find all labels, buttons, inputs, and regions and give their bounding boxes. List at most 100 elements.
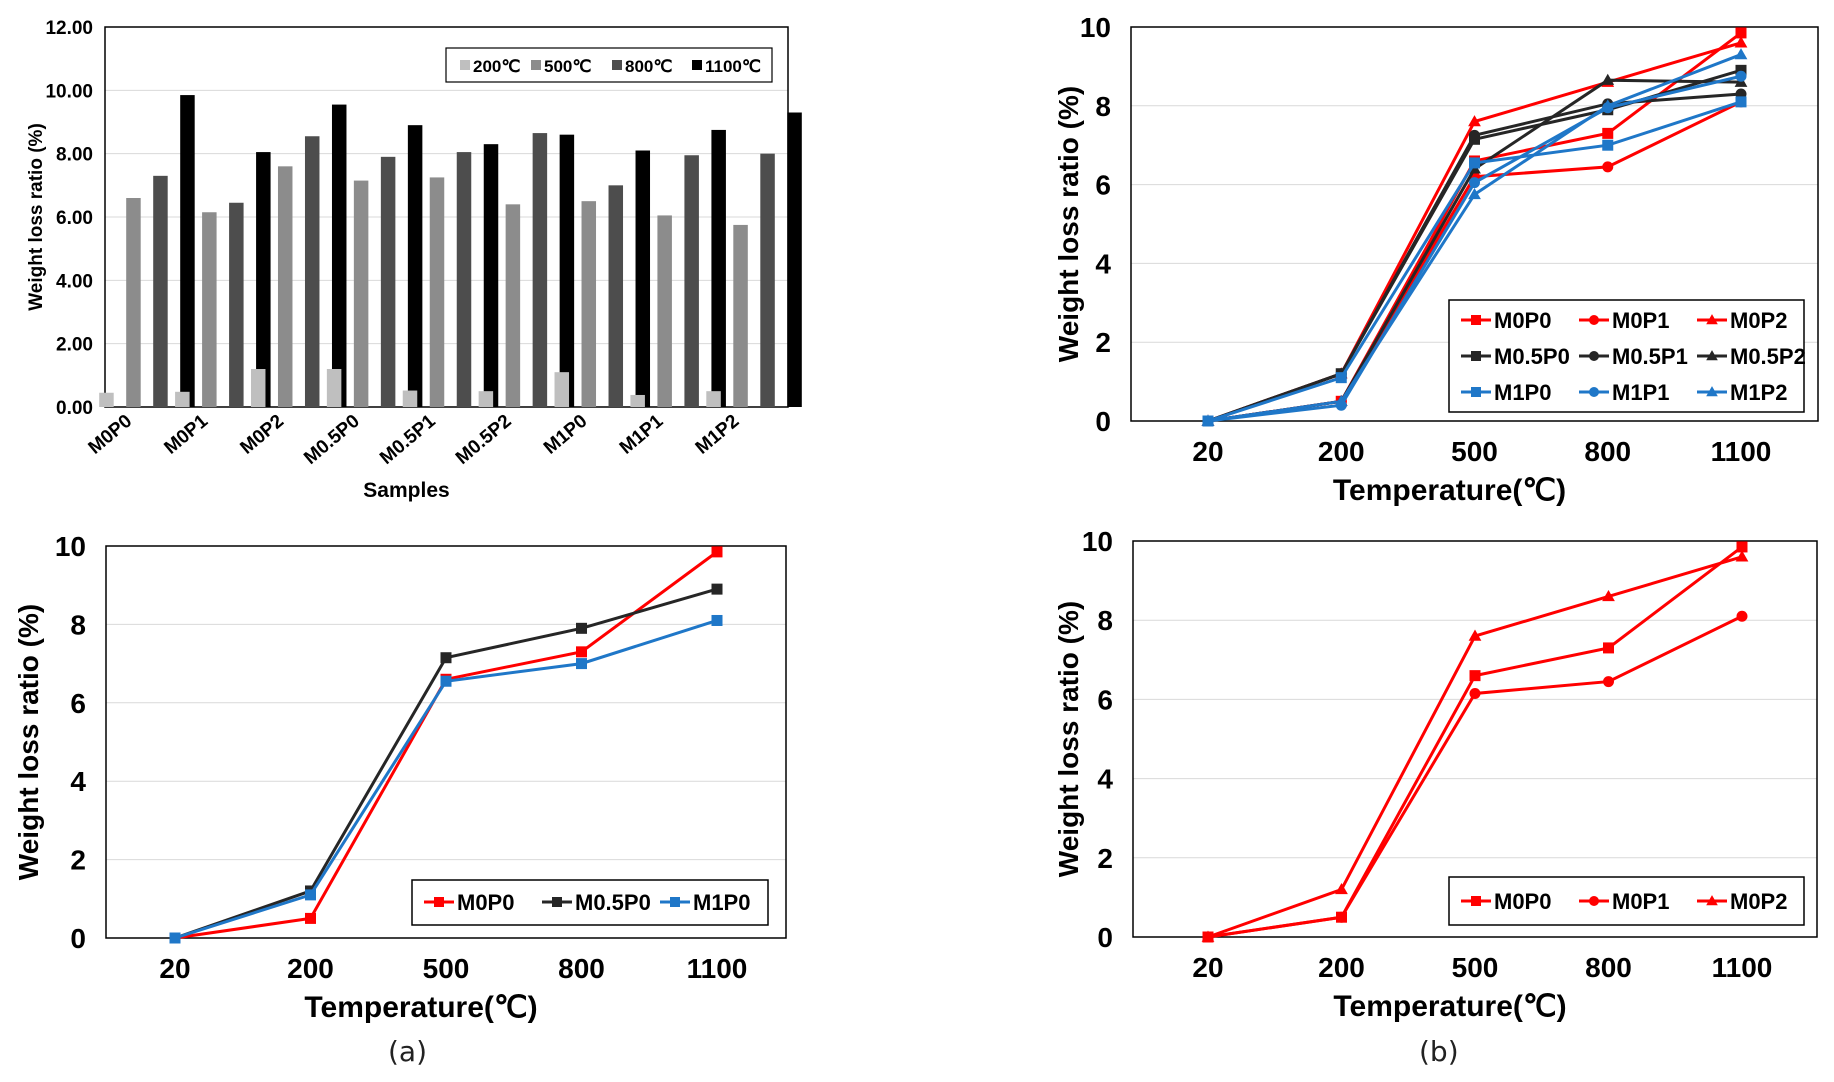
bar-M0.5P2-0: [478, 391, 494, 407]
bar-ytick-label: 10.00: [45, 81, 93, 102]
bar-M1P0-2: [608, 185, 624, 407]
line-all-point-M1P2: [1201, 414, 1215, 426]
bar-M0P2-3: [331, 104, 347, 407]
line-all-legend-label: M0P2: [1730, 308, 1787, 333]
line-all-xtick-label: 200: [1318, 436, 1365, 467]
line-m0-point-M0P2: [1468, 629, 1482, 641]
bar-M1P0-0: [554, 372, 570, 407]
line-all-xtick-label: 800: [1584, 436, 1631, 467]
bar-M0.5P0-0: [326, 369, 342, 407]
line-all-ytick-label: 4: [1095, 248, 1111, 279]
bar-xtick-label: M1P0: [540, 411, 592, 459]
line-p0-plot-frame: [105, 545, 787, 939]
line-m0-legend-label: M0P0: [1494, 889, 1551, 914]
line-m0-legend-marker: [1589, 896, 1599, 906]
line-m0-point-M0P1: [1736, 610, 1748, 622]
bar-M0P1-3: [256, 152, 271, 407]
bar-M0P2-1: [277, 166, 293, 407]
bar-xtick-label: M0P1: [161, 410, 213, 458]
line-m0-point-M0P2: [1735, 550, 1749, 562]
bar-M0P1-0: [175, 391, 190, 407]
bar-M0P2-2: [304, 136, 320, 407]
line-p0-ytick-label: 4: [70, 766, 86, 797]
line-m0-point-M0P0: [1736, 541, 1748, 553]
line-m0-point-M0P0: [1603, 642, 1614, 654]
bar-M1P0-3: [635, 150, 651, 407]
line-all-point-M1P1: [1735, 70, 1747, 82]
line-p0-xtick-label: 800: [558, 953, 605, 984]
line-p0-chart-group: 0 2 4 6 8 10 20 200 500 800 1100 Temperature(℃) Weig…: [13, 531, 787, 1024]
bar-M1P0-1: [581, 201, 597, 407]
bar-M0P0-2: [153, 175, 168, 407]
line-p0-ytick-label: 6: [70, 688, 86, 719]
bar-M0.5P2-2: [532, 133, 548, 408]
line-p0-y-axis-label: Weight loss ratio (%): [13, 604, 44, 880]
line-p0-xtick-label: 200: [287, 953, 334, 984]
line-m0-ytick-label: 4: [1097, 764, 1113, 795]
line-m0-xtick-label: 500: [1452, 952, 1499, 983]
bar-M0P2-0: [250, 369, 266, 407]
line-all-point-M0.5P0: [1735, 64, 1747, 76]
line-p0-point-M0.5P0: [576, 622, 587, 634]
line-all-xtick-label: 500: [1451, 436, 1498, 467]
line-m0-point-M0P2: [1201, 930, 1215, 942]
line-m0-ytick-label: 0: [1097, 922, 1113, 953]
line-all-legend-marker: [1589, 351, 1599, 361]
line-m0-ytick-label: 10: [1082, 526, 1113, 557]
line-p0-legend-label: M0P0: [457, 890, 514, 915]
line-m0-point-M0P2: [1602, 589, 1615, 602]
line-p0-xtick-label: 20: [159, 953, 190, 984]
bar-M1P1-0: [630, 394, 645, 407]
bar-M1P1-3: [711, 129, 726, 407]
line-m0-ytick-label: 8: [1097, 605, 1113, 636]
bar-ytick-label: 0.00: [56, 398, 93, 419]
bar-legend-box: [445, 47, 773, 83]
bar-M0.5P2-3: [559, 134, 575, 407]
bar-xtick-label: M1P1: [616, 410, 668, 458]
line-all-ytick-label: 8: [1095, 91, 1111, 122]
line-p0-x-axis-label: Temperature(℃): [304, 991, 537, 1024]
line-p0-point-M1P0: [711, 614, 723, 626]
line-all-xtick-label: 20: [1192, 436, 1223, 467]
line-all-legend-marker: [1471, 387, 1481, 397]
line-m0-chart-group: 0 2 4 6 8 10 20 200 500 800 1100 Temperature(℃) Weig…: [1053, 526, 1818, 1023]
bar-ytick-label: 4.00: [56, 271, 93, 292]
line-all-ytick-label: 2: [1095, 327, 1111, 358]
line-p0-legend-marker: [670, 897, 680, 907]
line-p0-point-M0P0: [576, 646, 587, 658]
line-all-y-axis-label: Weight loss ratio (%): [1053, 86, 1084, 362]
line-all-ytick-label: 0: [1095, 406, 1111, 437]
line-p0-legend-label: M0.5P0: [575, 890, 651, 915]
line-all-legend-label: M1P1: [1612, 380, 1669, 405]
bar-M1P1-1: [657, 215, 672, 407]
line-m0-point-M0P0: [1469, 670, 1481, 682]
line-p0-point-M0P0: [305, 912, 316, 924]
line-m0-legend-marker: [1471, 896, 1481, 906]
bar-M0.5P0-2: [380, 156, 396, 407]
line-all-point-M1P0: [1469, 157, 1480, 169]
line-p0-point-M1P0: [576, 658, 587, 670]
line-all-legend-marker: [1589, 315, 1599, 325]
bar-M0.5P1-0: [402, 390, 418, 407]
line-all-point-M1P2: [1468, 187, 1481, 200]
bar-M0P0-1: [126, 198, 141, 407]
line-p0-point-M1P0: [305, 889, 316, 901]
line-all-legend-label: M0.5P1: [1612, 344, 1688, 369]
bar-legend-label: 800℃: [625, 57, 672, 76]
line-all-point-M1P0: [1735, 96, 1747, 108]
line-all-point-M0P1: [1602, 161, 1614, 173]
line-all-legend-label: M0P0: [1494, 308, 1551, 333]
caption-b: (b): [1419, 1035, 1459, 1068]
line-all-legend-marker: [1706, 314, 1718, 325]
line-p0-point-M1P0: [169, 932, 181, 944]
bar-x-axis-label: Samples: [363, 479, 449, 502]
line-m0-legend-marker: [1706, 895, 1718, 906]
line-all-legend-marker: [1706, 350, 1718, 361]
line-all-legend-box: [1448, 299, 1805, 413]
line-all-legend-label: M0.5P0: [1494, 344, 1570, 369]
line-m0-legend-label: M0P2: [1730, 889, 1787, 914]
line-p0-xtick-label: 500: [423, 953, 470, 984]
bar-xtick-label: M0.5P2: [452, 411, 516, 469]
line-p0-legend-marker: [552, 897, 562, 907]
